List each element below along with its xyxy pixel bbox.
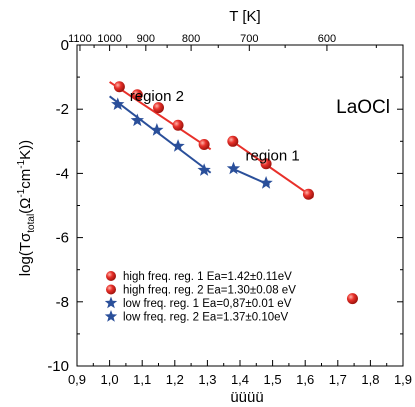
legend-label: low freq. reg. 2 Ea=1.37±0.10eV	[123, 312, 289, 324]
y-tick-label: -4	[56, 165, 69, 182]
data-point	[172, 119, 184, 131]
x-tick-label: 1,0	[101, 372, 119, 387]
data-point	[130, 113, 144, 127]
legend-marker	[104, 310, 118, 322]
fit-line	[229, 138, 314, 199]
data-point	[197, 163, 211, 176]
legend: high freq. reg. 1 Ea=1.42±0.11eV high fre…	[104, 271, 296, 324]
y-axis-ticks: 0 -2 -4 -6 -8 -10	[47, 37, 403, 375]
top-tick-label: 900	[137, 33, 155, 45]
y-tick-label: -6	[56, 230, 69, 247]
y-tick-label: -2	[56, 101, 69, 118]
data-point	[111, 97, 125, 111]
legend-marker	[104, 296, 118, 309]
legend-marker	[106, 271, 116, 281]
data-point	[302, 188, 314, 200]
chart-title: LaOCl	[336, 97, 390, 118]
y-tick-label: -8	[56, 294, 69, 311]
x-axis-label: üüüü	[230, 389, 263, 406]
data-point	[131, 89, 143, 101]
x-tick-label: 1,6	[296, 372, 314, 387]
x-tick-label: 1,5	[264, 372, 282, 387]
x-tick-label: 1,2	[166, 372, 184, 387]
data-point	[153, 102, 164, 114]
data-point	[346, 293, 358, 305]
data-point	[226, 161, 241, 175]
data-point	[259, 176, 273, 189]
top-axis-label: T [K]	[229, 8, 260, 25]
x-tick-label: 1,3	[198, 372, 216, 387]
legend-label: high freq. reg. 1 Ea=1.42±0.11eV	[123, 271, 292, 283]
x-tick-label: 0,9	[68, 372, 86, 387]
top-tick-label: 800	[182, 33, 200, 45]
x-tick-label: 1,7	[329, 372, 347, 387]
top-tick-label: 1100	[68, 33, 92, 45]
data-point	[113, 81, 125, 93]
annotation: region 2	[130, 88, 184, 105]
legend-label: high freq. reg. 2 Ea=1.30±0.08 eV	[123, 285, 296, 297]
y-tick-label: -10	[47, 358, 69, 375]
x-tick-label: 1,8	[361, 372, 379, 387]
x-tick-label: 1,1	[133, 372, 151, 387]
top-tick-label: 700	[240, 33, 258, 45]
x-tick-label: 1,4	[231, 372, 249, 387]
top-tick-label: 600	[318, 33, 336, 45]
data-points	[111, 81, 358, 305]
annotation: region 1	[245, 148, 299, 165]
annotations: region 2 region 1	[130, 88, 300, 164]
y-tick-label: 0	[61, 37, 69, 54]
y-axis-label: log(Tσtotal(Ω-1cm-1K))	[16, 140, 37, 276]
data-point	[198, 139, 210, 151]
top-axis-ticks: 1100 1000 900 800 700 600	[68, 33, 377, 51]
top-tick-label: 1000	[97, 33, 121, 45]
data-point	[227, 135, 239, 147]
legend-marker	[106, 284, 116, 295]
x-axis-ticks: 0,9 1,0 1,1 1,2 1,3 1,4 1,5 1,6 1,7 1,8 1,9	[68, 360, 412, 387]
data-point	[171, 139, 185, 152]
fit-line	[109, 81, 212, 151]
data-point	[260, 158, 272, 170]
legend-label: low freq. reg. 1 Ea=0,87±0.01 eV	[123, 298, 292, 310]
data-point	[150, 123, 164, 136]
x-tick-label: 1,9	[394, 372, 412, 387]
